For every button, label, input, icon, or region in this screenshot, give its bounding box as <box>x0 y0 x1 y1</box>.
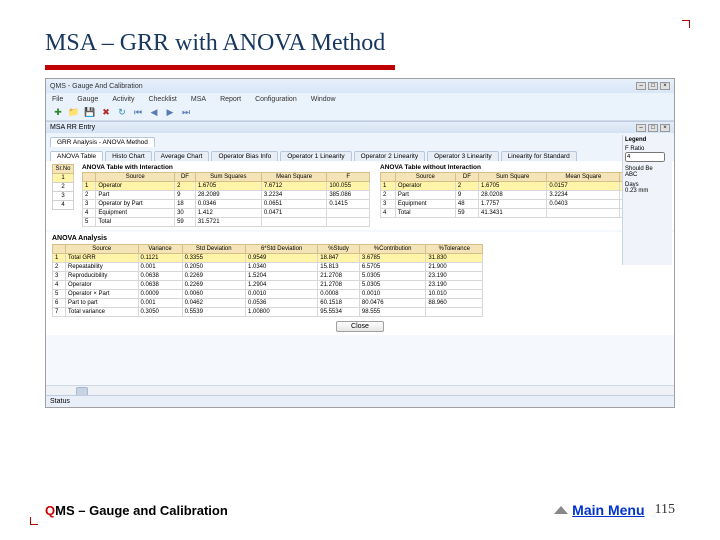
status-text: Status <box>50 398 70 405</box>
table-row[interactable]: 5Operator × Part0.00090.00600.00100.0008… <box>53 290 483 299</box>
menubar: File Gauge Activity Checklist MSA Report… <box>46 93 674 105</box>
close-button[interactable]: Close <box>336 321 384 332</box>
srno-header: Sr.No <box>52 164 74 174</box>
home-icon <box>554 506 568 514</box>
horizontal-scrollbar[interactable] <box>46 385 674 395</box>
table-row[interactable]: 1Total GRR0.11210.33550.954918.8473.6785… <box>53 254 483 263</box>
last-icon[interactable]: ⏭ <box>180 107 192 119</box>
menu-file[interactable]: File <box>52 96 63 103</box>
anova-with-table: Source DF Sum Squares Mean Square F 1Ope… <box>82 172 370 227</box>
fratio-input[interactable] <box>625 152 665 162</box>
minimize-icon[interactable]: – <box>636 82 646 90</box>
table-row[interactable]: 3Reproducibility0.06380.22691.520421.270… <box>53 272 483 281</box>
window-title: QMS - Gauge And Calibration <box>50 83 143 90</box>
srno-panel: Sr.No 1 2 3 4 <box>52 164 74 227</box>
menu-msa[interactable]: MSA <box>191 96 206 103</box>
table-row[interactable]: 4Equipment301.4120.0471 <box>83 209 370 218</box>
analysis-title: ANOVA Analysis <box>52 235 668 242</box>
table-row[interactable]: 2Part928.20893.2234385.086 <box>83 191 370 200</box>
anova-with-interaction: ANOVA Table with Interaction Source DF S… <box>82 164 370 227</box>
table-row[interactable]: 5Total5931.5721 <box>83 218 370 227</box>
content-area: Sr.No 1 2 3 4 ANOVA Table with Interacti… <box>46 161 674 230</box>
legend-title: Legend <box>625 137 670 143</box>
table-row[interactable]: 3Operator by Part180.03460.06510.1415 <box>83 200 370 209</box>
srno-cell[interactable]: 3 <box>52 192 74 201</box>
tab-op2-linearity[interactable]: Operator 2 Linearity <box>354 151 425 161</box>
first-icon[interactable]: ⏮ <box>132 107 144 119</box>
table-row[interactable]: 6Part to part0.0010.04620.053660.151880.… <box>53 299 483 308</box>
open-icon[interactable]: 📁 <box>68 107 80 119</box>
toolbar: ✚ 📁 💾 ✖ ↻ ⏮ ◀ ▶ ⏭ <box>46 105 674 121</box>
tab-average-chart[interactable]: Average Chart <box>154 151 210 161</box>
srno-cell[interactable]: 4 <box>52 201 74 210</box>
tab-grr-analysis[interactable]: GRR Analysis - ANOVA Method <box>50 137 155 147</box>
menu-activity[interactable]: Activity <box>112 96 134 103</box>
tab-linearity-std[interactable]: Linearity for Standard <box>501 151 577 161</box>
prev-icon[interactable]: ◀ <box>148 107 160 119</box>
slide-footer: QMS – Gauge and Calibration Main Menu 11… <box>45 502 675 518</box>
anova-analysis-table: Source Variance Std Deviation 6*Std Devi… <box>52 244 483 317</box>
table-row[interactable]: 4Operator0.06380.22691.290421.27085.0305… <box>53 281 483 290</box>
page-number: 115 <box>655 502 675 518</box>
slide-title: MSA – GRR with ANOVA Method <box>45 30 675 57</box>
close-icon[interactable]: × <box>660 82 670 90</box>
table-row[interactable]: 7Total variance0.30500.55391.0080095.553… <box>53 308 483 317</box>
new-icon[interactable]: ✚ <box>52 107 64 119</box>
tab-op1-linearity[interactable]: Operator 1 Linearity <box>280 151 351 161</box>
menu-checklist[interactable]: Checklist <box>148 96 176 103</box>
subwindow-titlebar: MSA RR Entry – □ × <box>46 121 674 133</box>
titlebar: QMS - Gauge And Calibration – □ × <box>46 79 674 93</box>
tab-histo-chart[interactable]: Histo Chart <box>105 151 152 161</box>
subwindow-title: MSA RR Entry <box>50 124 95 131</box>
table-row[interactable]: 2Repeatability0.0010.20501.034015.8136.5… <box>53 263 483 272</box>
anova-analysis-section: ANOVA Analysis Source Variance Std Devia… <box>46 232 674 335</box>
app-window: QMS - Gauge And Calibration – □ × File G… <box>45 78 675 408</box>
refresh-icon[interactable]: ↻ <box>116 107 128 119</box>
table-row[interactable]: 1Operator21.67057.6712100.055 <box>83 182 370 191</box>
save-icon[interactable]: 💾 <box>84 107 96 119</box>
table-title: ANOVA Table with Interaction <box>82 164 370 171</box>
outer-tabstrip: GRR Analysis - ANOVA Method ✖ Refresh <box>46 133 674 147</box>
sub-maximize-icon[interactable]: □ <box>648 124 658 132</box>
tab-op3-linearity[interactable]: Operator 3 Linearity <box>427 151 498 161</box>
delete-icon[interactable]: ✖ <box>100 107 112 119</box>
srno-cell[interactable]: 2 <box>52 183 74 192</box>
menu-configuration[interactable]: Configuration <box>255 96 297 103</box>
next-icon[interactable]: ▶ <box>164 107 176 119</box>
sub-close-icon[interactable]: × <box>660 124 670 132</box>
menu-gauge[interactable]: Gauge <box>77 96 98 103</box>
main-menu-link[interactable]: Main Menu <box>554 502 644 518</box>
tab-operator-bias[interactable]: Operator Bias Info <box>211 151 278 161</box>
sub-minimize-icon[interactable]: – <box>636 124 646 132</box>
side-legend-panel: Legend F Ratio Should BeABC Days0.23 mm <box>622 135 672 265</box>
menu-report[interactable]: Report <box>220 96 241 103</box>
maximize-icon[interactable]: □ <box>648 82 658 90</box>
footer-brand: QMS – Gauge and Calibration <box>45 503 228 518</box>
title-underline <box>45 65 395 70</box>
tab-anova-table[interactable]: ANOVA Table <box>50 151 103 161</box>
srno-cell[interactable]: 1 <box>52 174 74 183</box>
menu-window[interactable]: Window <box>311 96 336 103</box>
statusbar: Status <box>46 395 674 407</box>
inner-tabstrip: ANOVA Table Histo Chart Average Chart Op… <box>46 147 674 161</box>
